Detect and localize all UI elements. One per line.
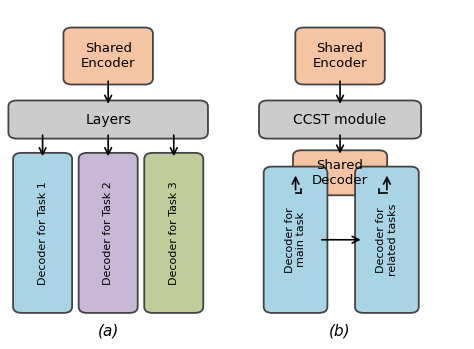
Text: Shared
Decoder: Shared Decoder	[312, 159, 368, 187]
FancyBboxPatch shape	[64, 28, 153, 84]
FancyBboxPatch shape	[9, 101, 208, 139]
FancyBboxPatch shape	[355, 166, 419, 313]
Text: Decoder for Task 2: Decoder for Task 2	[103, 181, 113, 285]
Text: (a): (a)	[98, 323, 119, 338]
Text: Decoder for Task 1: Decoder for Task 1	[37, 181, 47, 285]
FancyBboxPatch shape	[295, 28, 385, 84]
FancyBboxPatch shape	[13, 153, 72, 313]
FancyBboxPatch shape	[264, 166, 328, 313]
FancyBboxPatch shape	[293, 150, 387, 195]
Text: Decoder for
related tasks: Decoder for related tasks	[376, 203, 398, 276]
Text: Layers: Layers	[85, 112, 131, 127]
Text: Shared
Encoder: Shared Encoder	[313, 42, 367, 70]
Text: CCST module: CCST module	[293, 112, 387, 127]
FancyBboxPatch shape	[259, 101, 421, 139]
Text: Decoder for
main task: Decoder for main task	[285, 207, 306, 273]
Text: Shared
Encoder: Shared Encoder	[81, 42, 136, 70]
FancyBboxPatch shape	[144, 153, 203, 313]
Text: Decoder for Task 3: Decoder for Task 3	[169, 181, 179, 285]
FancyBboxPatch shape	[79, 153, 137, 313]
Text: (b): (b)	[329, 323, 351, 338]
